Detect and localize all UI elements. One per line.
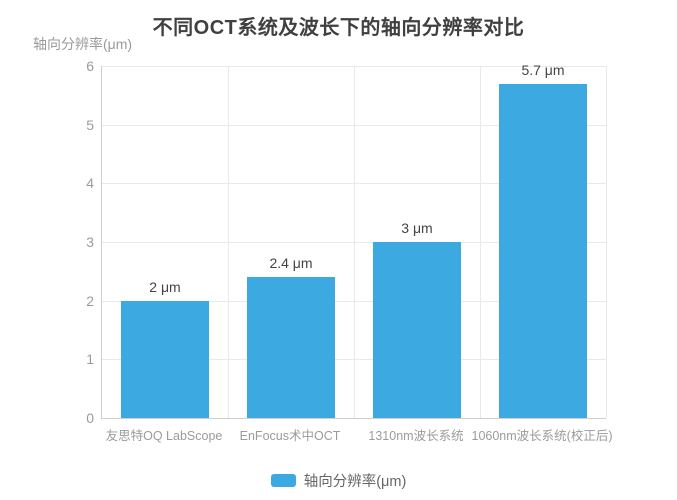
x-tick-label: 1310nm波长系统 bbox=[368, 429, 464, 443]
bar-4[interactable] bbox=[499, 83, 587, 418]
gridline-vertical bbox=[228, 66, 229, 418]
y-tick-label: 1 bbox=[86, 351, 94, 368]
gridline-vertical bbox=[606, 66, 607, 418]
x-tick-label: 友思特OQ LabScope bbox=[105, 429, 223, 443]
x-tick-label: EnFocus术中OCT bbox=[239, 429, 341, 443]
gridline-vertical bbox=[480, 66, 481, 418]
legend-label: 轴向分辨率(μm) bbox=[303, 474, 407, 490]
bar-1[interactable] bbox=[121, 300, 209, 418]
y-axis-name: 轴向分辨率(μm) bbox=[33, 36, 133, 52]
bar-value-label: 3 μm bbox=[401, 220, 433, 236]
chart-title: 不同OCT系统及波长下的轴向分辨率对比 bbox=[152, 17, 525, 39]
y-tick-label: 0 bbox=[86, 410, 94, 426]
bar-2[interactable] bbox=[247, 277, 335, 418]
gridline-vertical bbox=[354, 66, 355, 418]
y-tick-label: 3 bbox=[86, 234, 94, 250]
y-tick-label: 2 bbox=[86, 292, 94, 309]
legend-item[interactable]: 轴向分辨率(μm) bbox=[0, 470, 677, 491]
y-tick-label: 6 bbox=[86, 58, 94, 74]
x-tick-label: 1060nm波长系统(校正后) bbox=[471, 429, 613, 443]
y-tick-label: 5 bbox=[86, 116, 94, 133]
legend-swatch bbox=[270, 474, 296, 487]
plot-area: 2 μm 2.4 μm 3 μm 5.7 μm bbox=[101, 62, 607, 419]
bar-3[interactable] bbox=[373, 242, 461, 418]
y-tick-label: 4 bbox=[86, 175, 94, 192]
bar-value-label: 2 μm bbox=[149, 278, 181, 295]
bar-value-label: 2.4 μm bbox=[269, 255, 313, 272]
bar-value-label: 5.7 μm bbox=[521, 61, 565, 78]
